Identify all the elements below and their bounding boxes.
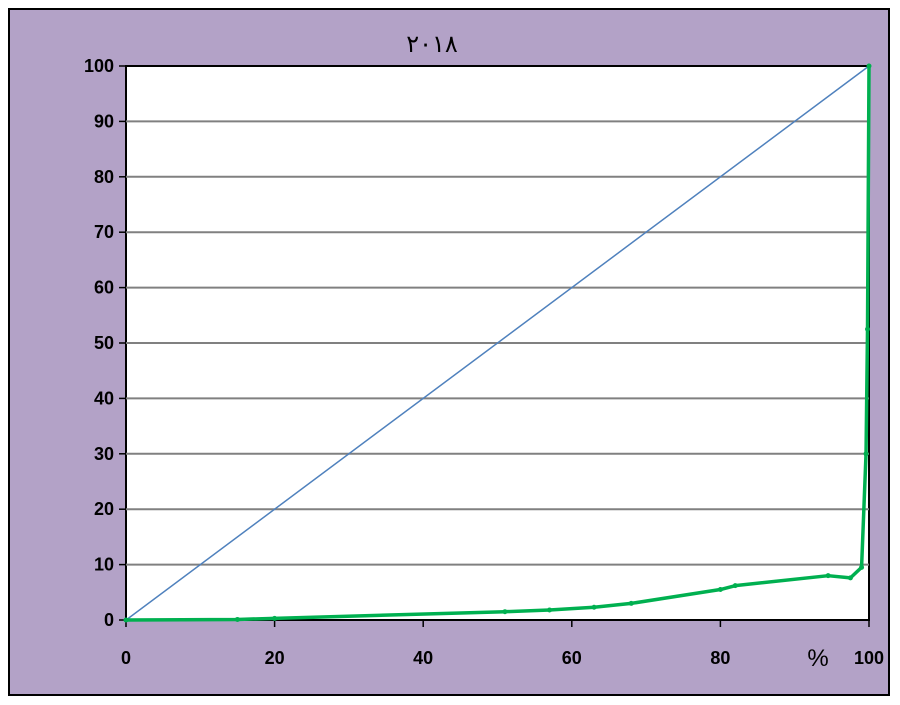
equality-line xyxy=(125,65,870,621)
x-tick-label: 100 xyxy=(854,648,884,668)
x-tick-label: 40 xyxy=(413,648,433,668)
lorenz-point xyxy=(272,615,278,621)
lorenz-point xyxy=(732,583,738,589)
lorenz-point xyxy=(717,587,723,593)
y-tick-label: 80 xyxy=(94,167,114,187)
x-tick-label: 60 xyxy=(562,648,582,668)
y-tick-label: 30 xyxy=(94,444,114,464)
y-tick-label: 10 xyxy=(94,555,114,575)
lorenz-point xyxy=(847,575,853,581)
y-tick-label: 100 xyxy=(84,56,114,76)
lorenz-point xyxy=(865,326,871,332)
x-tick-label: 80 xyxy=(710,648,730,668)
lorenz-point xyxy=(123,617,129,623)
y-tick-label: 0 xyxy=(104,610,114,630)
lorenz-point xyxy=(628,600,634,606)
chart-title: ٢٠١٨ xyxy=(406,30,458,58)
lorenz-point xyxy=(502,609,508,615)
x-tick-labels: 0 20 40 60 80 100 xyxy=(121,648,884,668)
lorenz-point xyxy=(863,451,869,457)
lorenz-point xyxy=(859,564,865,570)
y-tick-label: 90 xyxy=(94,111,114,131)
y-tick-label: 20 xyxy=(94,499,114,519)
y-tick-label: 40 xyxy=(94,388,114,408)
series-layer xyxy=(123,63,872,623)
x-tick-label: 0 xyxy=(121,648,131,668)
lorenz-point xyxy=(866,63,872,69)
x-unit-label: % xyxy=(807,645,828,672)
lorenz-point xyxy=(547,607,553,613)
y-tick-labels: 0 10 20 30 40 50 60 70 80 90 100 xyxy=(84,56,114,630)
chart-svg: 0 10 20 30 40 50 60 70 80 90 100 0 20 40 60 80 100 ٢٠١٨… xyxy=(84,30,884,672)
chart-frame: 0 10 20 30 40 50 60 70 80 90 100 0 20 40 60 80 100 ٢٠١٨… xyxy=(8,8,890,696)
y-tick-label: 60 xyxy=(94,278,114,298)
lorenz-point xyxy=(825,573,831,579)
y-tick-label: 50 xyxy=(94,333,114,353)
x-tick-label: 20 xyxy=(265,648,285,668)
y-tick-label: 70 xyxy=(94,222,114,242)
lorenz-point xyxy=(591,604,597,610)
lorenz-point xyxy=(234,616,240,622)
